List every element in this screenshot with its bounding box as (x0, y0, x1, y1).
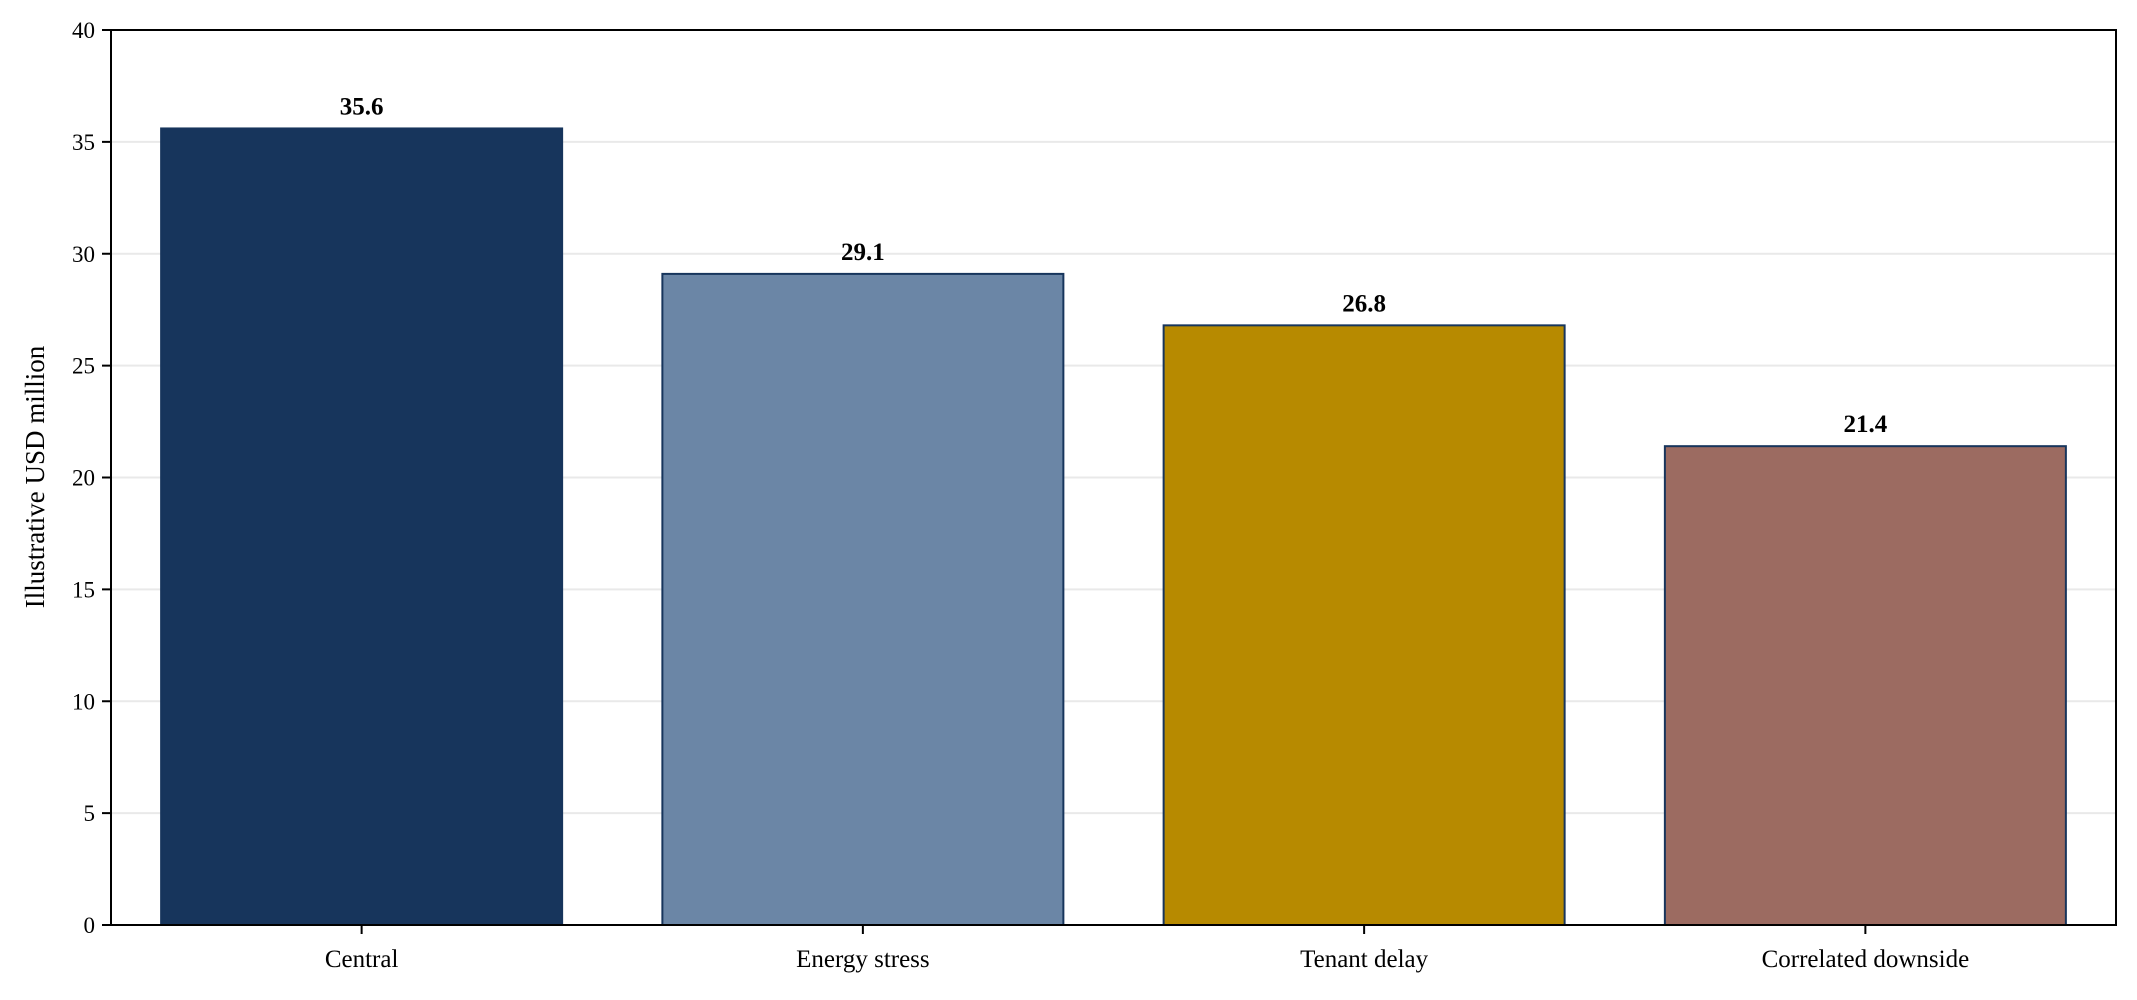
y-tick-label: 0 (84, 913, 96, 938)
bar-value-label: 26.8 (1342, 290, 1386, 317)
y-tick-label: 30 (72, 242, 95, 267)
y-tick-label: 20 (72, 466, 95, 491)
bar (661, 272, 1065, 926)
y-tick-label: 15 (72, 577, 95, 602)
y-tick-label: 10 (72, 689, 95, 714)
y-tick-label: 5 (84, 801, 96, 826)
bar (1663, 445, 2067, 926)
value-labels: 35.6 29.1 26.8 21.4 (340, 93, 1888, 438)
y-tick-label: 35 (72, 130, 95, 155)
y-tick-label: 40 (72, 18, 95, 43)
y-axis: 0 5 10 15 20 25 30 35 40 (72, 18, 111, 938)
bar (1162, 324, 1566, 927)
y-tick-label: 25 (72, 354, 95, 379)
bar-value-label: 35.6 (340, 93, 384, 120)
bar-value-label: 29.1 (841, 239, 885, 266)
x-tick-label: Tenant delay (1300, 946, 1429, 973)
y-axis-title: Illustrative USD million (20, 345, 50, 608)
x-tick-label: Correlated downside (1762, 946, 1970, 973)
x-axis: Central Energy stress Tenant delay Correlat… (325, 925, 1969, 973)
bars-layer (160, 127, 2067, 927)
bar (160, 127, 564, 926)
bar-value-label: 21.4 (1844, 411, 1888, 438)
x-tick-label: Energy stress (796, 946, 930, 973)
x-tick-label: Central (325, 946, 399, 973)
